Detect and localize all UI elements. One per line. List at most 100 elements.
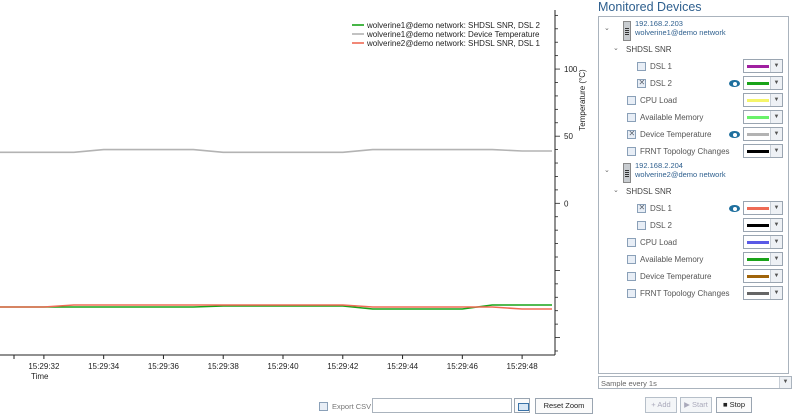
color-picker[interactable]: ▼ — [743, 127, 783, 141]
chart[interactable]: 100 50 0 Temperature (°C) 15:29:32 15:29:34 15… — [0, 0, 594, 394]
right-axis-tick-label: 100 — [564, 65, 578, 74]
chevron-down-icon[interactable]: ▼ — [770, 202, 782, 214]
color-picker[interactable]: ▼ — [743, 93, 783, 107]
stop-button[interactable]: ■ Stop — [716, 397, 752, 413]
series-line-1 — [0, 148, 552, 154]
sample-interval-value: Sample every 1s — [601, 379, 657, 388]
color-picker[interactable]: ▼ — [743, 76, 783, 90]
color-picker[interactable]: ▼ — [743, 59, 783, 73]
x-axis-tick-label: 15:29:46 — [447, 362, 479, 371]
color-swatch — [747, 133, 769, 136]
folder-icon-button[interactable] — [514, 398, 530, 413]
chevron-down-icon[interactable]: ⌄ — [613, 187, 619, 194]
metric-item[interactable]: Available Memory ▼ — [599, 110, 788, 126]
reset-zoom-button[interactable]: Reset Zoom — [535, 398, 593, 414]
metric-item[interactable]: CPU Load ▼ — [599, 93, 788, 109]
metric-checkbox[interactable] — [627, 129, 636, 139]
chevron-down-icon[interactable]: ▼ — [770, 270, 782, 282]
metric-label: DSL 1 — [650, 62, 672, 71]
metric-label: CPU Load — [640, 238, 677, 247]
color-swatch — [747, 241, 769, 244]
metric-item[interactable]: FRNT Topology Changes ▼ — [599, 286, 788, 302]
panel-title: Monitored Devices — [598, 0, 702, 14]
metric-label: FRNT Topology Changes — [640, 147, 730, 156]
metric-label: Available Memory — [640, 113, 704, 122]
metric-label: Device Temperature — [640, 272, 712, 281]
csv-path-input[interactable] — [372, 398, 512, 413]
chevron-down-icon[interactable]: ⌄ — [613, 45, 619, 52]
metric-item[interactable]: Available Memory ▼ — [599, 252, 788, 268]
metric-checkbox[interactable] — [637, 78, 646, 88]
x-axis-tick-label: 15:29:34 — [88, 362, 120, 371]
chevron-down-icon[interactable]: ▼ — [770, 236, 782, 248]
metric-item[interactable]: Device Temperature ▼ — [599, 127, 788, 143]
color-picker[interactable]: ▼ — [743, 110, 783, 124]
chevron-down-icon[interactable]: ▼ — [779, 377, 791, 388]
device-name: wolverine1@demo network — [635, 28, 726, 37]
color-picker[interactable]: ▼ — [743, 201, 783, 215]
metric-item[interactable]: FRNT Topology Changes ▼ — [599, 144, 788, 160]
group-label: SHDSL SNR — [626, 187, 672, 196]
color-swatch — [747, 292, 769, 295]
chevron-down-icon[interactable]: ▼ — [770, 94, 782, 106]
metric-checkbox[interactable] — [627, 96, 636, 105]
eye-icon[interactable] — [729, 205, 740, 212]
chevron-down-icon[interactable]: ▼ — [770, 219, 782, 231]
metric-label: DSL 2 — [650, 79, 672, 88]
device-icon — [623, 21, 631, 41]
chevron-down-icon[interactable]: ▼ — [770, 111, 782, 123]
color-picker[interactable]: ▼ — [743, 218, 783, 232]
color-picker[interactable]: ▼ — [743, 286, 783, 300]
eye-icon[interactable] — [729, 80, 740, 87]
metric-checkbox[interactable] — [637, 62, 646, 71]
device-label: 192.168.2.204 wolverine2@demo network — [635, 161, 726, 179]
start-button[interactable]: ▶ Start — [680, 397, 712, 413]
color-swatch — [747, 207, 769, 210]
metric-checkbox[interactable] — [627, 289, 636, 298]
chevron-down-icon[interactable]: ▼ — [770, 60, 782, 72]
metric-label: DSL 1 — [650, 204, 672, 213]
export-csv-checkbox[interactable] — [319, 402, 328, 411]
color-picker[interactable]: ▼ — [743, 252, 783, 266]
chevron-down-icon[interactable]: ⌄ — [604, 25, 610, 32]
metric-item[interactable]: Device Temperature ▼ — [599, 269, 788, 285]
reset-zoom-label: Reset Zoom — [543, 401, 585, 410]
group-node[interactable]: ⌄ SHDSL SNR — [599, 184, 788, 200]
color-picker[interactable]: ▼ — [743, 235, 783, 249]
right-axis-label: Temperature (°C) — [578, 69, 587, 131]
metric-checkbox[interactable] — [627, 255, 636, 264]
chevron-down-icon[interactable]: ▼ — [770, 77, 782, 89]
add-button[interactable]: + Add — [645, 397, 677, 413]
metric-item[interactable]: CPU Load ▼ — [599, 235, 788, 251]
color-swatch — [747, 224, 769, 227]
series-line-2 — [0, 304, 552, 310]
chevron-down-icon[interactable]: ▼ — [770, 145, 782, 157]
sample-interval-select[interactable]: Sample every 1s ▼ — [598, 376, 792, 389]
metric-checkbox[interactable] — [627, 113, 636, 122]
metric-checkbox[interactable] — [637, 203, 646, 213]
right-axis-tick-label: 0 — [564, 199, 569, 208]
metric-checkbox[interactable] — [627, 272, 636, 281]
x-axis-tick-label: 15:29:48 — [507, 362, 539, 371]
metric-item[interactable]: DSL 1 ▼ — [599, 59, 788, 75]
chevron-down-icon[interactable]: ▼ — [770, 287, 782, 299]
chevron-down-icon[interactable]: ▼ — [770, 128, 782, 140]
metric-checkbox[interactable] — [627, 238, 636, 247]
x-axis-tick-label: 15:29:42 — [327, 362, 359, 371]
chevron-down-icon[interactable]: ▼ — [770, 253, 782, 265]
group-node[interactable]: ⌄ SHDSL SNR — [599, 42, 788, 58]
eye-icon[interactable] — [729, 131, 740, 138]
metric-checkbox[interactable] — [627, 147, 636, 156]
metric-item[interactable]: DSL 1 ▼ — [599, 201, 788, 217]
metric-item[interactable]: DSL 2 ▼ — [599, 76, 788, 92]
device-tree[interactable]: ⌄ 192.168.2.203 wolverine1@demo network ⌄ SH… — [598, 16, 789, 374]
metric-item[interactable]: DSL 2 ▼ — [599, 218, 788, 234]
metric-checkbox[interactable] — [637, 221, 646, 230]
device-node[interactable]: ⌄ 192.168.2.203 wolverine1@demo network — [599, 19, 788, 43]
chevron-down-icon[interactable]: ⌄ — [604, 167, 610, 174]
color-picker[interactable]: ▼ — [743, 269, 783, 283]
metric-label: Available Memory — [640, 255, 704, 264]
device-node[interactable]: ⌄ 192.168.2.204 wolverine2@demo network — [599, 161, 788, 185]
color-picker[interactable]: ▼ — [743, 144, 783, 158]
series-line-0 — [0, 304, 552, 310]
